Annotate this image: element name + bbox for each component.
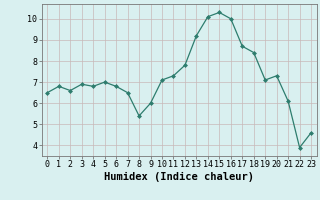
X-axis label: Humidex (Indice chaleur): Humidex (Indice chaleur) (104, 172, 254, 182)
